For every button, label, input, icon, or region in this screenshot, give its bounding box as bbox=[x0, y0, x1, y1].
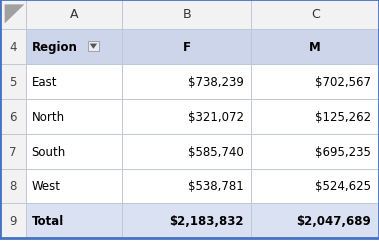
Bar bbox=[122, 204, 251, 238]
Bar bbox=[251, 65, 379, 99]
Bar bbox=[251, 99, 379, 134]
Text: B: B bbox=[183, 8, 191, 21]
Text: North: North bbox=[31, 110, 65, 123]
Text: $738,239: $738,239 bbox=[188, 75, 244, 88]
Text: 4: 4 bbox=[9, 41, 17, 54]
Bar bbox=[26, 169, 122, 204]
Polygon shape bbox=[90, 44, 97, 50]
Text: $2,047,689: $2,047,689 bbox=[297, 214, 371, 228]
Text: East: East bbox=[31, 75, 57, 88]
Text: $695,235: $695,235 bbox=[315, 145, 371, 158]
Text: $321,072: $321,072 bbox=[188, 110, 244, 123]
Bar bbox=[0, 204, 26, 238]
Bar bbox=[251, 30, 379, 65]
Bar bbox=[26, 0, 122, 30]
Bar bbox=[26, 65, 122, 99]
Bar bbox=[122, 169, 251, 204]
Bar bbox=[26, 204, 122, 238]
Text: 6: 6 bbox=[9, 110, 17, 123]
Bar bbox=[0, 65, 26, 99]
Text: $538,781: $538,781 bbox=[188, 180, 244, 193]
Text: $125,262: $125,262 bbox=[315, 110, 371, 123]
Bar bbox=[122, 30, 251, 65]
Bar bbox=[251, 169, 379, 204]
FancyBboxPatch shape bbox=[88, 42, 99, 52]
Bar bbox=[26, 30, 122, 65]
Bar bbox=[122, 99, 251, 134]
Text: $524,625: $524,625 bbox=[315, 180, 371, 193]
Text: Region: Region bbox=[31, 41, 77, 54]
Text: Total: Total bbox=[31, 214, 64, 228]
Text: C: C bbox=[311, 8, 319, 21]
Polygon shape bbox=[5, 5, 24, 24]
Text: 9: 9 bbox=[9, 214, 17, 228]
Text: South: South bbox=[31, 145, 66, 158]
Bar bbox=[0, 30, 26, 65]
Bar bbox=[26, 134, 122, 169]
Text: M: M bbox=[309, 41, 321, 54]
Text: F: F bbox=[183, 41, 191, 54]
Bar bbox=[251, 204, 379, 238]
Text: West: West bbox=[31, 180, 61, 193]
Text: A: A bbox=[70, 8, 78, 21]
Text: 7: 7 bbox=[9, 145, 17, 158]
Text: 8: 8 bbox=[9, 180, 17, 193]
Bar bbox=[122, 65, 251, 99]
Bar bbox=[0, 169, 26, 204]
Text: $585,740: $585,740 bbox=[188, 145, 244, 158]
Bar bbox=[26, 99, 122, 134]
Bar bbox=[122, 0, 251, 30]
Bar bbox=[0, 0, 26, 30]
Bar bbox=[122, 134, 251, 169]
Bar bbox=[251, 0, 379, 30]
Bar bbox=[0, 99, 26, 134]
Text: $2,183,832: $2,183,832 bbox=[169, 214, 244, 228]
Text: 5: 5 bbox=[9, 75, 17, 88]
Text: $702,567: $702,567 bbox=[315, 75, 371, 88]
Bar bbox=[251, 134, 379, 169]
Bar bbox=[0, 134, 26, 169]
